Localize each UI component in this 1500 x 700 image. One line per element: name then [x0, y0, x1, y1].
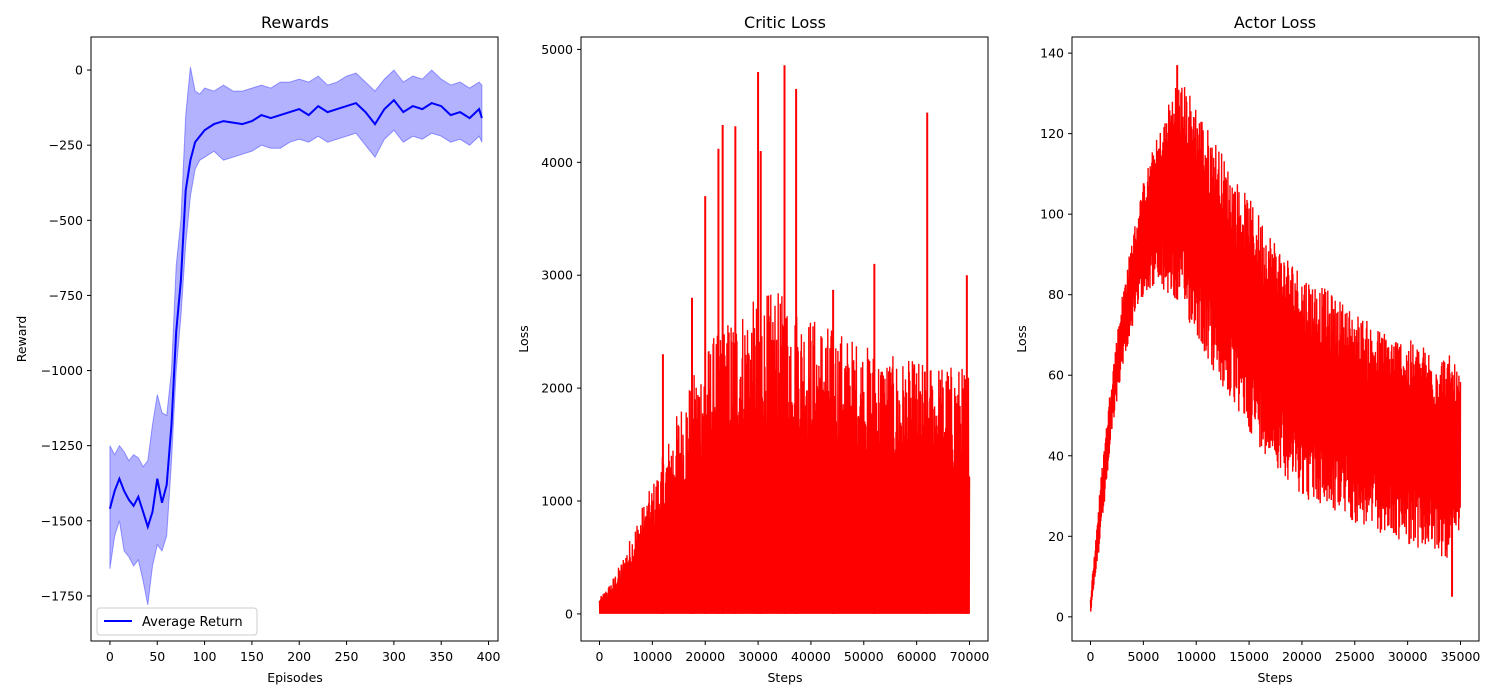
rewards-ytick: −1250	[41, 438, 83, 453]
actor-loss-xtick: 20000	[1282, 649, 1322, 664]
actor-loss-ytick: 0	[1056, 609, 1064, 624]
actor-loss-ytick: 20	[1048, 529, 1064, 544]
critic-loss-ytick: 1000	[541, 494, 573, 509]
rewards-xtick: 50	[149, 649, 165, 664]
critic-loss-title: Critic Loss	[744, 13, 826, 32]
critic-loss-xtick: 70000	[950, 649, 990, 664]
actor-loss-xtick: 25000	[1335, 649, 1375, 664]
actor-loss-ytick: 140	[1040, 46, 1064, 61]
actor-loss-ytick: 40	[1048, 448, 1064, 463]
critic-loss-xtick: 0	[596, 649, 604, 664]
rewards-xtick: 350	[429, 649, 453, 664]
rewards-xtick: 250	[335, 649, 359, 664]
critic-loss-y-ticks: 0 1000 2000 3000 4000 5000	[541, 42, 573, 622]
actor-loss-axes-frame	[1071, 36, 1480, 642]
reward-std-band	[109, 66, 483, 605]
rewards-plot-area	[108, 66, 483, 605]
critic-loss-ylabel: Loss	[516, 325, 531, 352]
critic-loss-xtick: 50000	[844, 649, 884, 664]
rewards-ytick: 0	[75, 63, 83, 78]
critic-loss-panel: Critic Loss 0 10000 20000 30000 40000 50…	[516, 13, 989, 685]
actor-loss-title: Actor Loss	[1234, 13, 1316, 32]
actor-loss-xtick: 30000	[1388, 649, 1428, 664]
rewards-ytick: −750	[49, 288, 83, 303]
actor-loss-x-ticks: 0 5000 10000 15000 20000 25000 30000 350…	[1087, 649, 1481, 664]
actor-loss-y-ticks: 0 20 40 60 80 100 120 140	[1040, 46, 1064, 625]
actor-loss-ylabel: Loss	[1014, 325, 1029, 352]
critic-loss-plot-area	[598, 65, 971, 614]
rewards-ytick: −1500	[41, 513, 83, 528]
rewards-ytick: −1000	[41, 363, 83, 378]
critic-loss-ytick: 2000	[541, 381, 573, 396]
actor-loss-xlabel: Steps	[1258, 670, 1293, 685]
critic-loss-ytick: 0	[565, 606, 573, 621]
actor-loss-xtick: 35000	[1441, 649, 1481, 664]
actor-loss-ytick: 120	[1040, 126, 1064, 141]
actor-loss-xtick: 10000	[1176, 649, 1216, 664]
actor-loss-xtick: 15000	[1229, 649, 1269, 664]
critic-loss-axes-frame	[580, 36, 989, 642]
rewards-xtick: 100	[193, 649, 217, 664]
actor-loss-ytick: 60	[1048, 368, 1064, 383]
critic-loss-xtick: 10000	[633, 649, 673, 664]
rewards-xtick: 150	[240, 649, 264, 664]
actor-loss-xtick: 5000	[1127, 649, 1159, 664]
rewards-xlabel: Episodes	[267, 670, 323, 685]
critic-loss-x-ticks: 0 10000 20000 30000 40000 50000 60000 70…	[596, 649, 990, 664]
critic-loss-xlabel: Steps	[768, 670, 803, 685]
rewards-legend: Average Return	[96, 607, 258, 636]
rewards-ytick: −500	[49, 213, 83, 228]
actor-loss-line	[1089, 87, 1462, 612]
actor-loss-plot-area	[1089, 65, 1462, 612]
rewards-xtick: 200	[287, 649, 311, 664]
rewards-y-ticks: 0 −250 −500 −750 −1000 −1250 −1500 −1750	[41, 63, 83, 604]
actor-loss-panel: Actor Loss 0 5000 10000 15000 20000 2500…	[1014, 13, 1480, 685]
actor-loss-ytick: 80	[1048, 287, 1064, 302]
rewards-xtick: 0	[106, 649, 114, 664]
actor-loss-xtick: 0	[1087, 649, 1095, 664]
critic-loss-ytick: 4000	[541, 155, 573, 170]
legend-label-average-return: Average Return	[142, 615, 243, 630]
rewards-axes-frame	[90, 36, 499, 642]
rewards-xtick: 300	[382, 649, 406, 664]
critic-loss-xtick: 60000	[897, 649, 937, 664]
critic-loss-xtick: 30000	[738, 649, 778, 664]
actor-loss-ytick: 100	[1040, 207, 1064, 222]
critic-loss-xtick: 40000	[791, 649, 831, 664]
rewards-ytick: −250	[49, 138, 83, 153]
rewards-title: Rewards	[261, 13, 329, 32]
rewards-ylabel: Reward	[14, 316, 29, 363]
rewards-ytick: −1750	[41, 588, 83, 603]
critic-loss-xtick: 20000	[685, 649, 725, 664]
critic-loss-ytick: 3000	[541, 268, 573, 283]
average-return-line	[108, 98, 483, 531]
rewards-xtick: 400	[477, 649, 501, 664]
critic-loss-ytick: 5000	[541, 42, 573, 57]
rewards-panel: Rewards 0 50 100 150 200 250 300 350 400…	[14, 13, 500, 685]
rewards-x-ticks: 0 50 100 150 200 250 300 350 400	[106, 649, 501, 664]
legend-box	[96, 607, 258, 636]
